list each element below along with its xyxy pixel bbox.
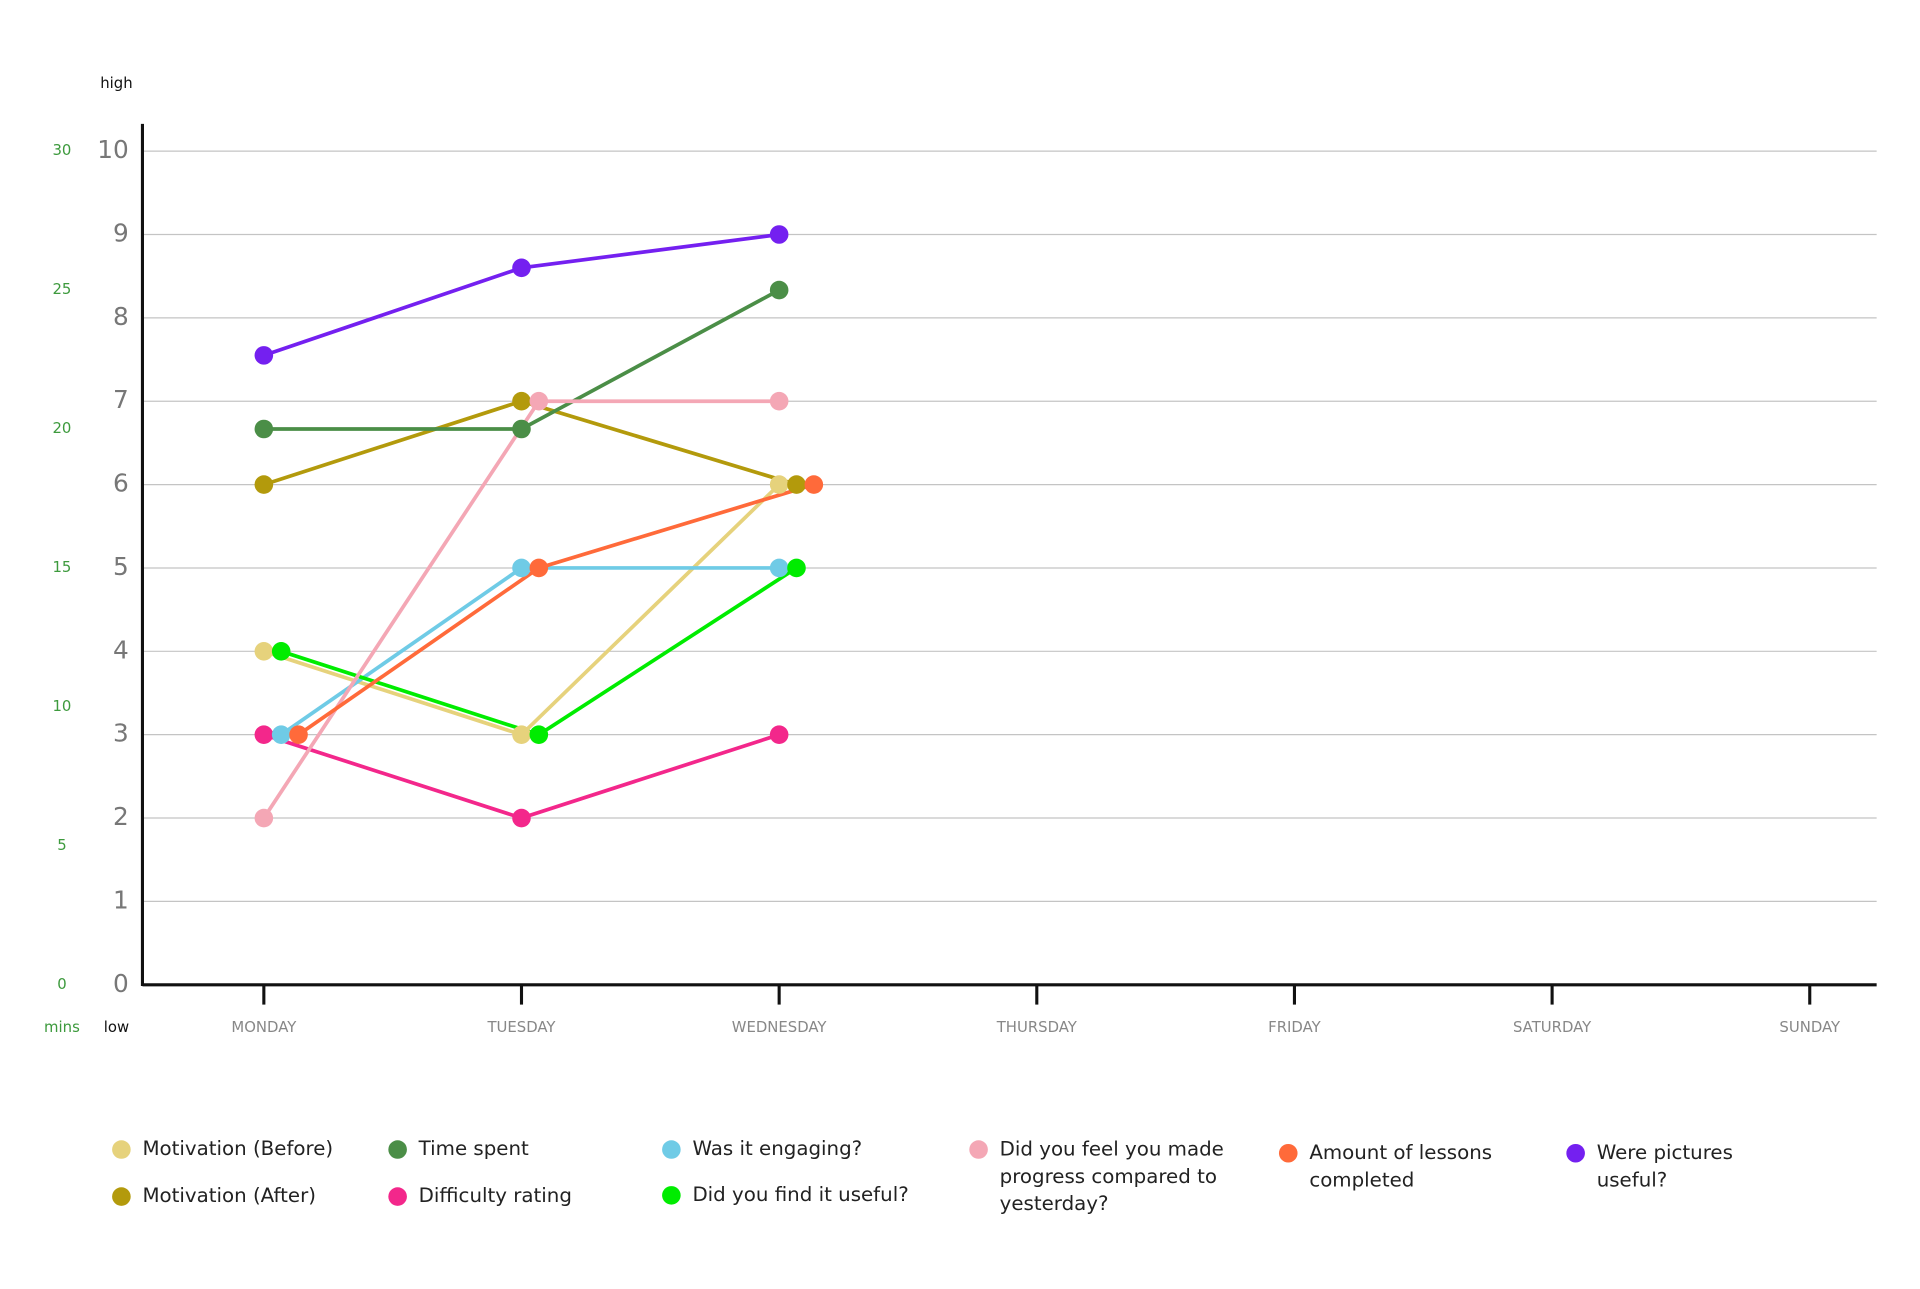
legend-label: Amount of lessons completed: [1309, 1141, 1492, 1191]
legend-marker: [662, 1186, 681, 1205]
data-point: [512, 808, 531, 828]
legend-marker: [388, 1187, 407, 1206]
legend-label: Did you feel you made progress compared t…: [1000, 1137, 1224, 1215]
y-tick-label: 8: [113, 302, 129, 331]
data-point: [254, 419, 274, 439]
legend-marker: [112, 1187, 131, 1206]
y2-tick-label: 5: [57, 836, 66, 854]
y2-tick-label: 10: [52, 697, 71, 715]
legend-label: Motivation (After): [142, 1184, 316, 1207]
y2-tick-label: 20: [52, 419, 71, 437]
legend-label: Difficulty rating: [419, 1184, 572, 1207]
data-point: [769, 558, 789, 578]
series-line: [263, 483, 781, 737]
legend-label: Were pictures useful?: [1597, 1141, 1733, 1191]
data-point: [254, 642, 274, 661]
y-tick-label: 6: [113, 469, 129, 498]
data-point: [289, 725, 308, 744]
y-tick-label: 10: [97, 135, 129, 164]
y-top-label: high: [100, 74, 132, 92]
x-tick-label: TUESDAY: [486, 1018, 556, 1036]
data-point: [769, 475, 789, 494]
y-tick-label: 7: [113, 385, 129, 414]
data-point: [512, 258, 531, 278]
data-point: [254, 346, 274, 365]
x-tick-label: SATURDAY: [1513, 1018, 1592, 1036]
y-tick-label: 3: [113, 719, 129, 748]
y2-tick-label: 25: [52, 280, 71, 298]
legend-marker: [969, 1140, 988, 1159]
y-tick-label: 9: [113, 218, 129, 247]
x-tick-label: MONDAY: [231, 1018, 297, 1036]
legend-marker: [388, 1140, 407, 1159]
legend-label: Motivation (Before): [142, 1137, 333, 1160]
y2-tick-label: 30: [52, 141, 71, 159]
legend-marker: [662, 1140, 681, 1159]
data-point: [254, 475, 274, 494]
series-line: [263, 232, 780, 358]
legend-label: Did you find it useful?: [692, 1183, 908, 1206]
y-tick-label: 5: [113, 552, 129, 581]
data-point: [529, 725, 549, 744]
data-point: [512, 725, 531, 744]
legend-marker: [1278, 1143, 1298, 1163]
data-point: [271, 725, 291, 744]
data-point: [512, 419, 531, 439]
series-line: [263, 732, 780, 820]
y2-tick-label: 0: [57, 975, 66, 993]
data-point: [787, 558, 806, 578]
data-point: [254, 725, 274, 744]
data-point: [787, 475, 806, 494]
legend-label: Was it engaging?: [692, 1137, 862, 1160]
series-line: [297, 482, 815, 737]
data-point: [529, 391, 549, 411]
y-bottom-label: low: [104, 1018, 129, 1036]
data-point: [529, 558, 549, 578]
data-point: [254, 808, 274, 828]
legend-label: Time spent: [418, 1137, 529, 1160]
x-tick-label: WEDNESDAY: [732, 1018, 828, 1036]
data-point: [769, 391, 789, 411]
legend-marker: [112, 1140, 131, 1159]
y-tick-label: 4: [113, 635, 129, 664]
data-point: [512, 558, 531, 578]
y2-tick-label: 15: [52, 558, 71, 576]
y-tick-label: 0: [113, 969, 129, 998]
x-tick-label: FRIDAY: [1268, 1018, 1321, 1036]
x-tick-label: THURSDAY: [996, 1018, 1078, 1036]
x-tick-label: SUNDAY: [1779, 1018, 1841, 1036]
y-tick-label: 2: [113, 802, 129, 831]
data-point: [769, 225, 789, 244]
data-point: [769, 280, 789, 300]
y-tick-label: 1: [113, 885, 129, 914]
y2-label: mins: [44, 1018, 80, 1036]
data-point: [769, 725, 789, 744]
data-point: [271, 642, 291, 661]
data-point: [512, 391, 531, 411]
data-point: [804, 475, 824, 494]
legend-marker: [1566, 1143, 1585, 1163]
series-line: [262, 399, 780, 820]
